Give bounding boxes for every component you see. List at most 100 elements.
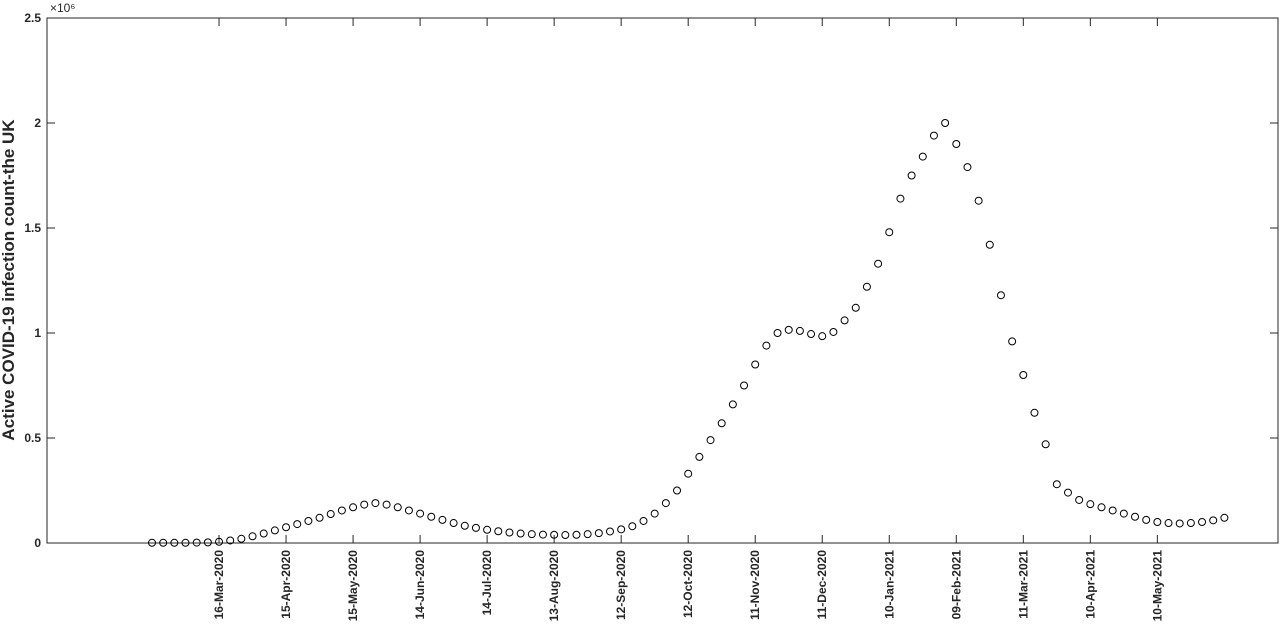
data-point xyxy=(226,536,235,545)
data-point xyxy=(527,530,536,539)
data-point xyxy=(203,538,212,547)
data-point xyxy=(851,303,860,312)
data-point xyxy=(494,527,503,536)
data-point xyxy=(360,500,369,509)
data-point xyxy=(896,194,905,203)
data-point xyxy=(304,516,313,525)
x-tick-label: 12-Oct-2020 xyxy=(681,550,695,618)
data-point xyxy=(192,538,201,547)
data-point xyxy=(661,499,670,508)
data-point xyxy=(1063,488,1072,497)
data-point xyxy=(148,538,157,547)
data-point xyxy=(259,529,268,538)
data-point xyxy=(605,527,614,536)
data-point xyxy=(471,523,480,532)
data-point xyxy=(282,523,291,532)
data-point xyxy=(829,327,838,336)
data-point xyxy=(673,486,682,495)
data-point xyxy=(773,329,782,337)
data-point xyxy=(1153,518,1162,526)
data-point xyxy=(974,196,983,205)
data-point xyxy=(762,341,771,350)
data-point xyxy=(717,419,726,428)
y-tick-label: 2 xyxy=(34,116,41,130)
data-point xyxy=(918,152,927,161)
data-point xyxy=(1030,408,1039,417)
data-point xyxy=(248,532,257,541)
data-point xyxy=(1209,516,1218,525)
x-tick-label: 10-Apr-2021 xyxy=(1083,550,1097,619)
data-point xyxy=(516,529,525,538)
data-point xyxy=(1052,480,1061,489)
data-point xyxy=(807,330,816,339)
x-tick-label: 10-May-2021 xyxy=(1150,550,1164,622)
y-tick-label: 1 xyxy=(34,326,41,340)
x-tick-label: 15-May-2020 xyxy=(346,550,360,622)
x-tick-label: 11-Nov-2020 xyxy=(748,550,762,620)
x-tick-label: 11-Mar-2021 xyxy=(1016,550,1030,619)
data-point xyxy=(572,530,581,539)
data-point xyxy=(728,400,737,409)
data-point xyxy=(695,452,704,461)
data-point xyxy=(996,291,1005,300)
data-point xyxy=(449,519,458,528)
data-point xyxy=(460,521,469,530)
x-tick-label: 09-Feb-2021 xyxy=(949,550,963,620)
y-tick-label: 0 xyxy=(34,536,41,550)
data-point xyxy=(795,326,804,335)
data-point xyxy=(594,529,603,538)
data-point xyxy=(1119,509,1128,518)
data-point xyxy=(416,509,425,518)
data-point xyxy=(1198,518,1207,526)
x-tick-label: 12-Sep-2020 xyxy=(614,550,628,620)
data-point xyxy=(1075,495,1084,504)
data-point xyxy=(985,240,994,249)
data-point xyxy=(1108,506,1117,515)
data-point xyxy=(740,381,749,390)
data-point xyxy=(270,526,279,535)
data-point xyxy=(706,436,715,445)
data-point xyxy=(483,525,492,534)
data-point xyxy=(561,531,570,540)
data-point xyxy=(684,469,693,478)
x-tick-label: 10-Jan-2021 xyxy=(882,550,896,619)
data-point xyxy=(1008,337,1017,346)
data-point xyxy=(315,513,324,522)
data-point xyxy=(1131,512,1140,521)
data-point xyxy=(929,131,938,140)
data-point xyxy=(337,506,346,515)
data-point xyxy=(382,500,391,509)
data-point xyxy=(393,503,402,512)
data-point xyxy=(237,534,246,543)
x-tick-label: 16-Mar-2020 xyxy=(212,550,226,620)
data-point xyxy=(583,530,592,539)
data-point xyxy=(1086,500,1095,509)
data-point xyxy=(538,530,547,539)
data-point xyxy=(840,316,849,325)
data-point xyxy=(650,509,659,518)
y-exponent: ×10⁶ xyxy=(50,1,75,15)
x-tick-label: 14-Jul-2020 xyxy=(480,550,494,616)
data-point xyxy=(941,119,950,127)
data-point xyxy=(215,537,224,546)
data-point xyxy=(1186,519,1195,528)
data-point xyxy=(371,499,380,508)
data-point xyxy=(181,538,190,547)
data-point xyxy=(862,282,871,291)
data-point xyxy=(751,360,760,369)
data-point xyxy=(1175,519,1184,528)
y-axis-label: Active COVID-19 infection count-the UK xyxy=(0,119,18,441)
data-point xyxy=(170,538,179,547)
data-point xyxy=(326,510,335,519)
data-point xyxy=(505,528,514,537)
data-point xyxy=(885,228,894,237)
data-point xyxy=(963,163,972,172)
data-point xyxy=(617,525,626,534)
data-point xyxy=(628,522,637,531)
data-point xyxy=(1097,503,1106,512)
data-point xyxy=(159,538,168,547)
data-point xyxy=(784,325,793,334)
data-point xyxy=(952,140,961,148)
